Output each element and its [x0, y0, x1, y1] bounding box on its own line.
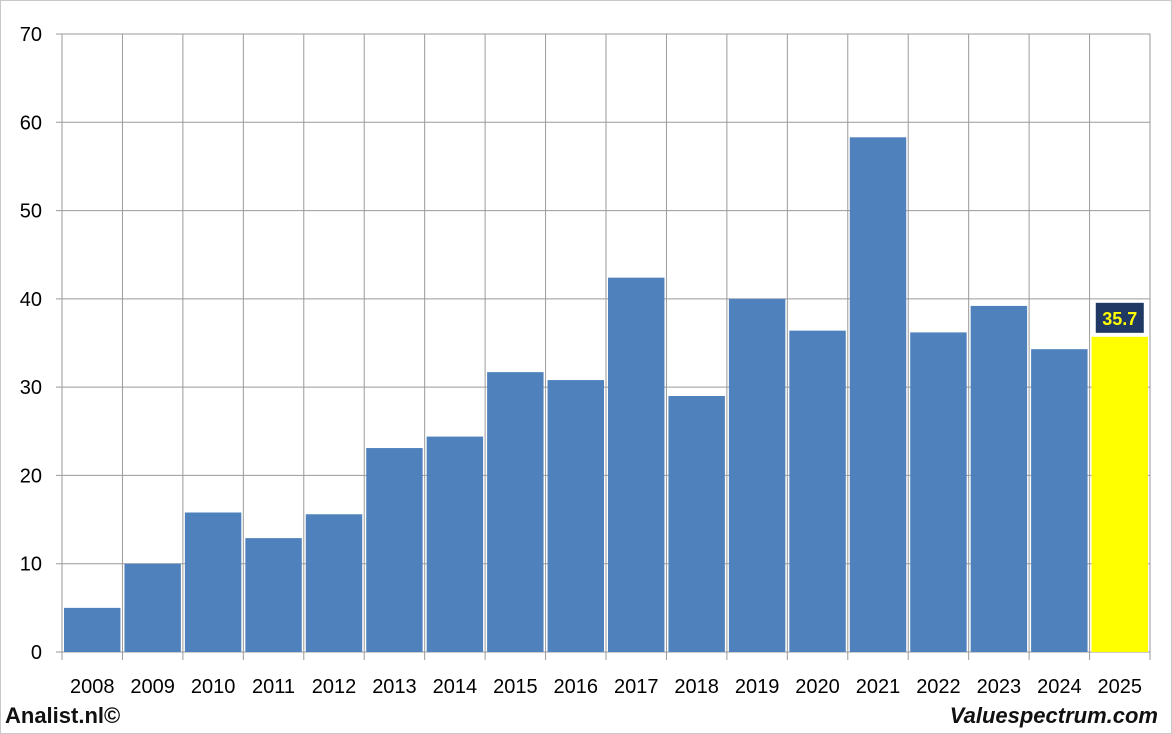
y-tick-label: 40: [20, 289, 42, 311]
data-label-box: [1095, 302, 1144, 333]
bar-2010: [184, 512, 242, 652]
x-tick-label: 2012: [312, 676, 357, 698]
bar-2018: [668, 395, 725, 652]
y-tick-label: 30: [20, 377, 42, 399]
x-tick-label: 2020: [795, 676, 840, 698]
bar-2011: [245, 538, 302, 652]
x-tick-label: 2024: [1037, 676, 1082, 698]
data-label: 35.7: [1102, 309, 1137, 329]
bar-2009: [124, 563, 181, 652]
bar-2013: [366, 448, 423, 652]
x-tick-label: 2016: [554, 676, 599, 698]
x-tick-label: 2011: [252, 676, 295, 698]
x-tick-label: 2014: [433, 676, 478, 698]
y-tick-label: 20: [20, 465, 42, 487]
bar-2008: [64, 607, 121, 652]
bar-chart: 0 10 20 30 40 50 60 70 2008 2009 2010 2011 2012 2013…: [20, 24, 1151, 698]
x-tick-label: 2025: [1098, 676, 1143, 698]
bar-2022: [910, 332, 967, 652]
bar-series: [64, 137, 1148, 652]
x-tick-label: 2009: [130, 676, 175, 698]
bar-2016: [547, 380, 604, 652]
x-tick-label: 2018: [674, 676, 719, 698]
footer-credit-left: Analist.nl©: [5, 703, 121, 728]
y-tick-label: 10: [20, 554, 42, 576]
footer-credit-right: Valuespectrum.com: [949, 703, 1158, 728]
y-tick-label: 0: [31, 642, 42, 664]
y-axis: 0 10 20 30 40 50 60 70: [20, 24, 42, 664]
bar-2012: [305, 514, 363, 652]
bar-2020: [789, 330, 846, 652]
bar-2014: [426, 436, 484, 652]
x-tick-label: 2013: [372, 676, 417, 698]
x-tick-label: 2021: [856, 676, 901, 698]
y-tick-label: 60: [20, 112, 42, 134]
x-tick-label: 2023: [977, 676, 1022, 698]
x-tick-label: 2022: [916, 676, 961, 698]
bar-2015: [487, 372, 544, 652]
bar-2021: [849, 137, 907, 652]
bar-2024: [1031, 349, 1088, 652]
bar-2019: [728, 298, 786, 652]
data-labels: 35.7: [1095, 302, 1144, 333]
x-tick-label: 2008: [70, 676, 115, 698]
x-tick-label: 2010: [191, 676, 236, 698]
x-tick-label: 2017: [614, 676, 659, 698]
x-tick-label: 2019: [735, 676, 780, 698]
bar-2025: [1091, 336, 1148, 652]
y-tick-label: 70: [20, 24, 42, 46]
bar-2023: [970, 305, 1028, 652]
x-tick-label: 2015: [493, 676, 538, 698]
x-axis: 2008 2009 2010 2011 2012 2013 2014 2015 2016 2017…: [70, 676, 1142, 698]
y-tick-label: 50: [20, 201, 42, 223]
bar-2017: [608, 277, 665, 652]
